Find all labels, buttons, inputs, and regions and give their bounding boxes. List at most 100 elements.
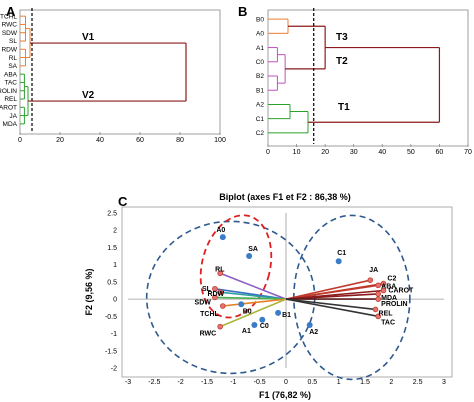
panel-letter-b: B — [238, 4, 247, 19]
cluster-label: T2 — [336, 56, 348, 67]
variable-vector — [285, 298, 376, 311]
leaf-label: PROLIN — [0, 88, 17, 95]
variable-point — [367, 277, 374, 283]
leaf-label: ABA — [4, 71, 18, 78]
biplot-frame — [121, 206, 453, 378]
variable-vector — [285, 293, 379, 300]
leaf-label: B0 — [256, 16, 264, 23]
panel-letter-c: C — [118, 194, 128, 209]
variable-point — [217, 289, 223, 296]
variable-point — [217, 270, 223, 277]
x-tick-label: 2.5 — [413, 379, 423, 386]
dendrogram-b-frame — [267, 9, 469, 147]
variable-label: SDW — [195, 299, 212, 306]
variable-point — [220, 303, 226, 309]
y-tick-label: 0.5 — [107, 279, 117, 286]
x-tick-label: -3 — [125, 379, 131, 386]
biplot: Biplot (axes F1 et F2 : 86,38 %) -3 -2.5 -… — [84, 192, 453, 400]
observation-label: A1 — [242, 328, 251, 335]
x-tick-label: 0 — [284, 379, 288, 386]
leaf-label: B2 — [256, 73, 264, 80]
x-tick-label: 20 — [56, 137, 64, 144]
variable-label: CAROT — [388, 288, 414, 295]
variable-label: REL — [379, 310, 394, 317]
x-tick-label: 40 — [378, 149, 386, 156]
cluster-label: T3 — [336, 32, 348, 43]
leaf-label: CAROT — [0, 104, 17, 111]
biplot-title: Biplot (axes F1 et F2 : 86,38 %) — [219, 192, 351, 202]
x-tick-label: 3 — [442, 379, 446, 386]
x-tick-label: 0 — [18, 137, 22, 144]
leaf-label: SA — [8, 63, 17, 70]
x-tick-label: 60 — [436, 149, 444, 156]
variable-point — [375, 296, 381, 302]
variable-point — [375, 282, 381, 289]
variable-label: TAC — [381, 319, 395, 326]
x-tick-label: 1.5 — [360, 379, 370, 386]
y-tick-label: 2 — [113, 228, 117, 235]
variable-label: SL — [202, 286, 212, 293]
observation-label: C0 — [260, 323, 269, 330]
leaf-label: SL — [9, 38, 17, 45]
observation-point — [238, 301, 245, 308]
variable-point — [375, 291, 381, 297]
variable-vector — [285, 298, 379, 318]
leaf-label: REL — [4, 96, 17, 103]
y-tick-label: 2.5 — [107, 211, 117, 218]
x-tick-label: 20 — [321, 149, 329, 156]
variable-label: C2 — [387, 276, 396, 283]
y-tick-label: -1 — [111, 331, 117, 338]
variable-vector — [285, 284, 379, 300]
observation-point — [259, 316, 266, 323]
observation-point — [306, 321, 313, 328]
x-tick-label: 50 — [407, 149, 415, 156]
x-tick-label: 10 — [293, 149, 301, 156]
variable-point — [380, 287, 387, 294]
observation-label: SA — [248, 246, 258, 253]
leaf-label: RL — [9, 55, 18, 62]
dendrogram-b: B0 A0 A1 C0 B2 B1 A2 C1 C2 T3 T2 T1 0 10 20 30 40 50 60 70 — [256, 8, 472, 156]
observation-point — [251, 321, 258, 328]
variable-label: JA — [369, 267, 378, 274]
leaf-label: RDW — [1, 46, 17, 53]
leaf-label: A1 — [256, 45, 264, 52]
leaf-label: C2 — [256, 130, 265, 137]
x-tick-label: -0.5 — [254, 379, 266, 386]
leaf-label: TAC — [4, 80, 17, 87]
variable-point — [375, 313, 381, 320]
observation-label: A2 — [309, 329, 318, 336]
x-tick-label: 1 — [337, 379, 341, 386]
leaf-label: RWC — [2, 22, 18, 29]
group-ellipse-red — [199, 214, 273, 319]
variable-point — [372, 306, 379, 313]
x-tick-label: -1 — [230, 379, 236, 386]
x-tick-label: 40 — [96, 137, 104, 144]
y-tick-label: 0 — [113, 297, 117, 304]
x-tick-label: 80 — [176, 137, 184, 144]
variable-vector — [222, 298, 287, 307]
leaf-label: B1 — [256, 87, 264, 94]
biplot-x-label: F1 (76,82 %) — [259, 390, 311, 400]
observation-point — [246, 253, 253, 260]
variable-vector — [219, 298, 287, 328]
variable-label: ABA — [381, 283, 396, 290]
leaf-label: JA — [9, 113, 17, 120]
observation-point — [275, 309, 282, 316]
variable-vector — [285, 279, 371, 300]
x-tick-label: -2.5 — [148, 379, 160, 386]
variable-point — [212, 285, 218, 292]
dendrogram-a-frame — [19, 9, 221, 135]
leaf-label: TCHL — [0, 13, 17, 20]
observation-label: B1 — [282, 312, 291, 319]
cluster-label: V1 — [82, 32, 95, 43]
observation-label: C1 — [337, 250, 346, 257]
cluster-label: T1 — [338, 102, 350, 113]
variable-label: MDA — [381, 295, 397, 302]
biplot-y-label: F2 (9,56 %) — [84, 268, 94, 315]
observation-label: A0 — [216, 227, 225, 234]
x-tick-label: -2 — [178, 379, 184, 386]
y-tick-label: -0.5 — [105, 314, 117, 321]
variable-label: PROLIN — [381, 301, 407, 308]
